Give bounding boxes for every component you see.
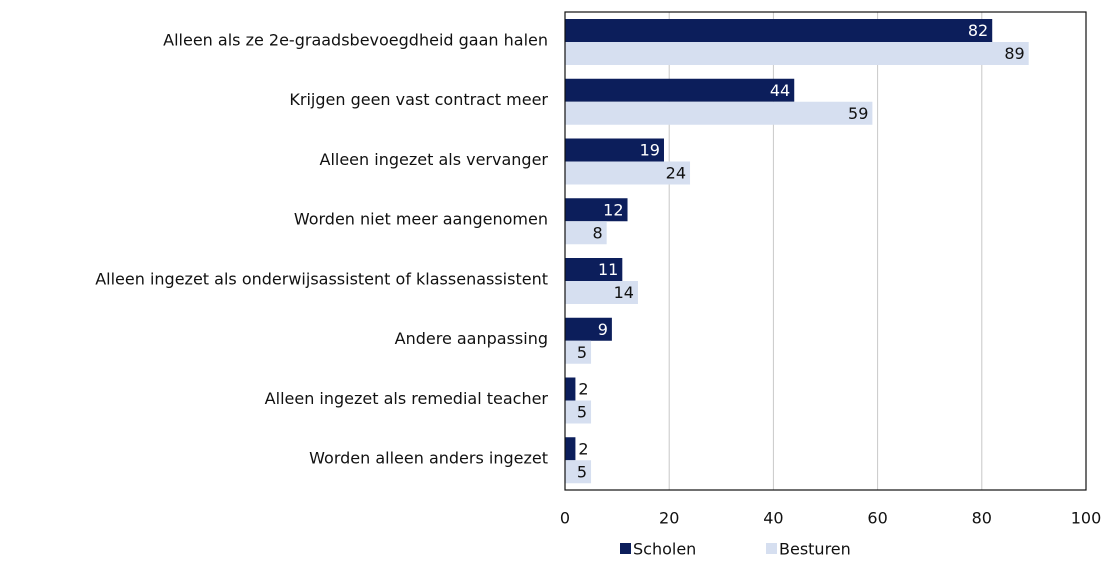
data-label: 44 (770, 81, 790, 100)
data-label: 8 (592, 223, 602, 242)
bar (565, 101, 873, 125)
bar (565, 19, 993, 42)
data-label: 14 (614, 283, 634, 302)
data-label: 89 (1004, 44, 1024, 63)
data-label: 5 (577, 462, 587, 481)
bar (565, 460, 592, 484)
y-tick-label: Alleen als ze 2e-graadsbevoegdheid gaan … (163, 30, 548, 49)
data-label: 59 (848, 104, 868, 123)
plot-border (564, 11, 1087, 491)
bar (565, 400, 592, 424)
x-tick-label: 80 (972, 509, 992, 528)
bar (565, 281, 638, 304)
legend-swatch (620, 543, 631, 554)
bar (565, 161, 691, 185)
bar (565, 377, 576, 401)
x-tick-label: 20 (659, 509, 679, 528)
data-label: 2 (578, 380, 588, 399)
legend-swatch (766, 543, 777, 554)
data-label: 5 (577, 403, 587, 422)
x-tick-label: 100 (1071, 509, 1102, 528)
y-tick-label: Krijgen geen vast contract meer (289, 90, 548, 109)
bar (565, 340, 592, 364)
y-tick-label: Alleen ingezet als vervanger (320, 150, 549, 169)
data-label: 9 (598, 320, 608, 339)
bar (565, 42, 1029, 65)
bar (565, 221, 607, 245)
bar (565, 437, 576, 461)
bar (565, 198, 628, 222)
bar (565, 138, 664, 162)
y-tick-label: Alleen ingezet als onderwijsassistent of… (95, 269, 548, 288)
data-label: 5 (577, 343, 587, 362)
bar (565, 78, 795, 102)
data-label: 24 (666, 164, 686, 183)
data-label: 12 (603, 200, 623, 219)
x-tick-label: 40 (763, 509, 783, 528)
legend-label: Scholen (633, 540, 696, 559)
data-label: 82 (968, 21, 988, 40)
data-label: 11 (598, 260, 618, 279)
legend-label: Besturen (779, 540, 851, 559)
bar (565, 317, 612, 341)
x-tick-label: 0 (560, 509, 570, 528)
x-tick-label: 60 (867, 509, 887, 528)
y-tick-label: Worden niet meer aangenomen (294, 210, 548, 229)
y-tick-label: Alleen ingezet als remedial teacher (265, 389, 549, 408)
data-label: 19 (640, 141, 660, 160)
data-label: 2 (578, 439, 588, 458)
bar (565, 258, 623, 281)
y-tick-label: Worden alleen anders ingezet (309, 449, 548, 468)
y-tick-label: Andere aanpassing (395, 329, 548, 348)
